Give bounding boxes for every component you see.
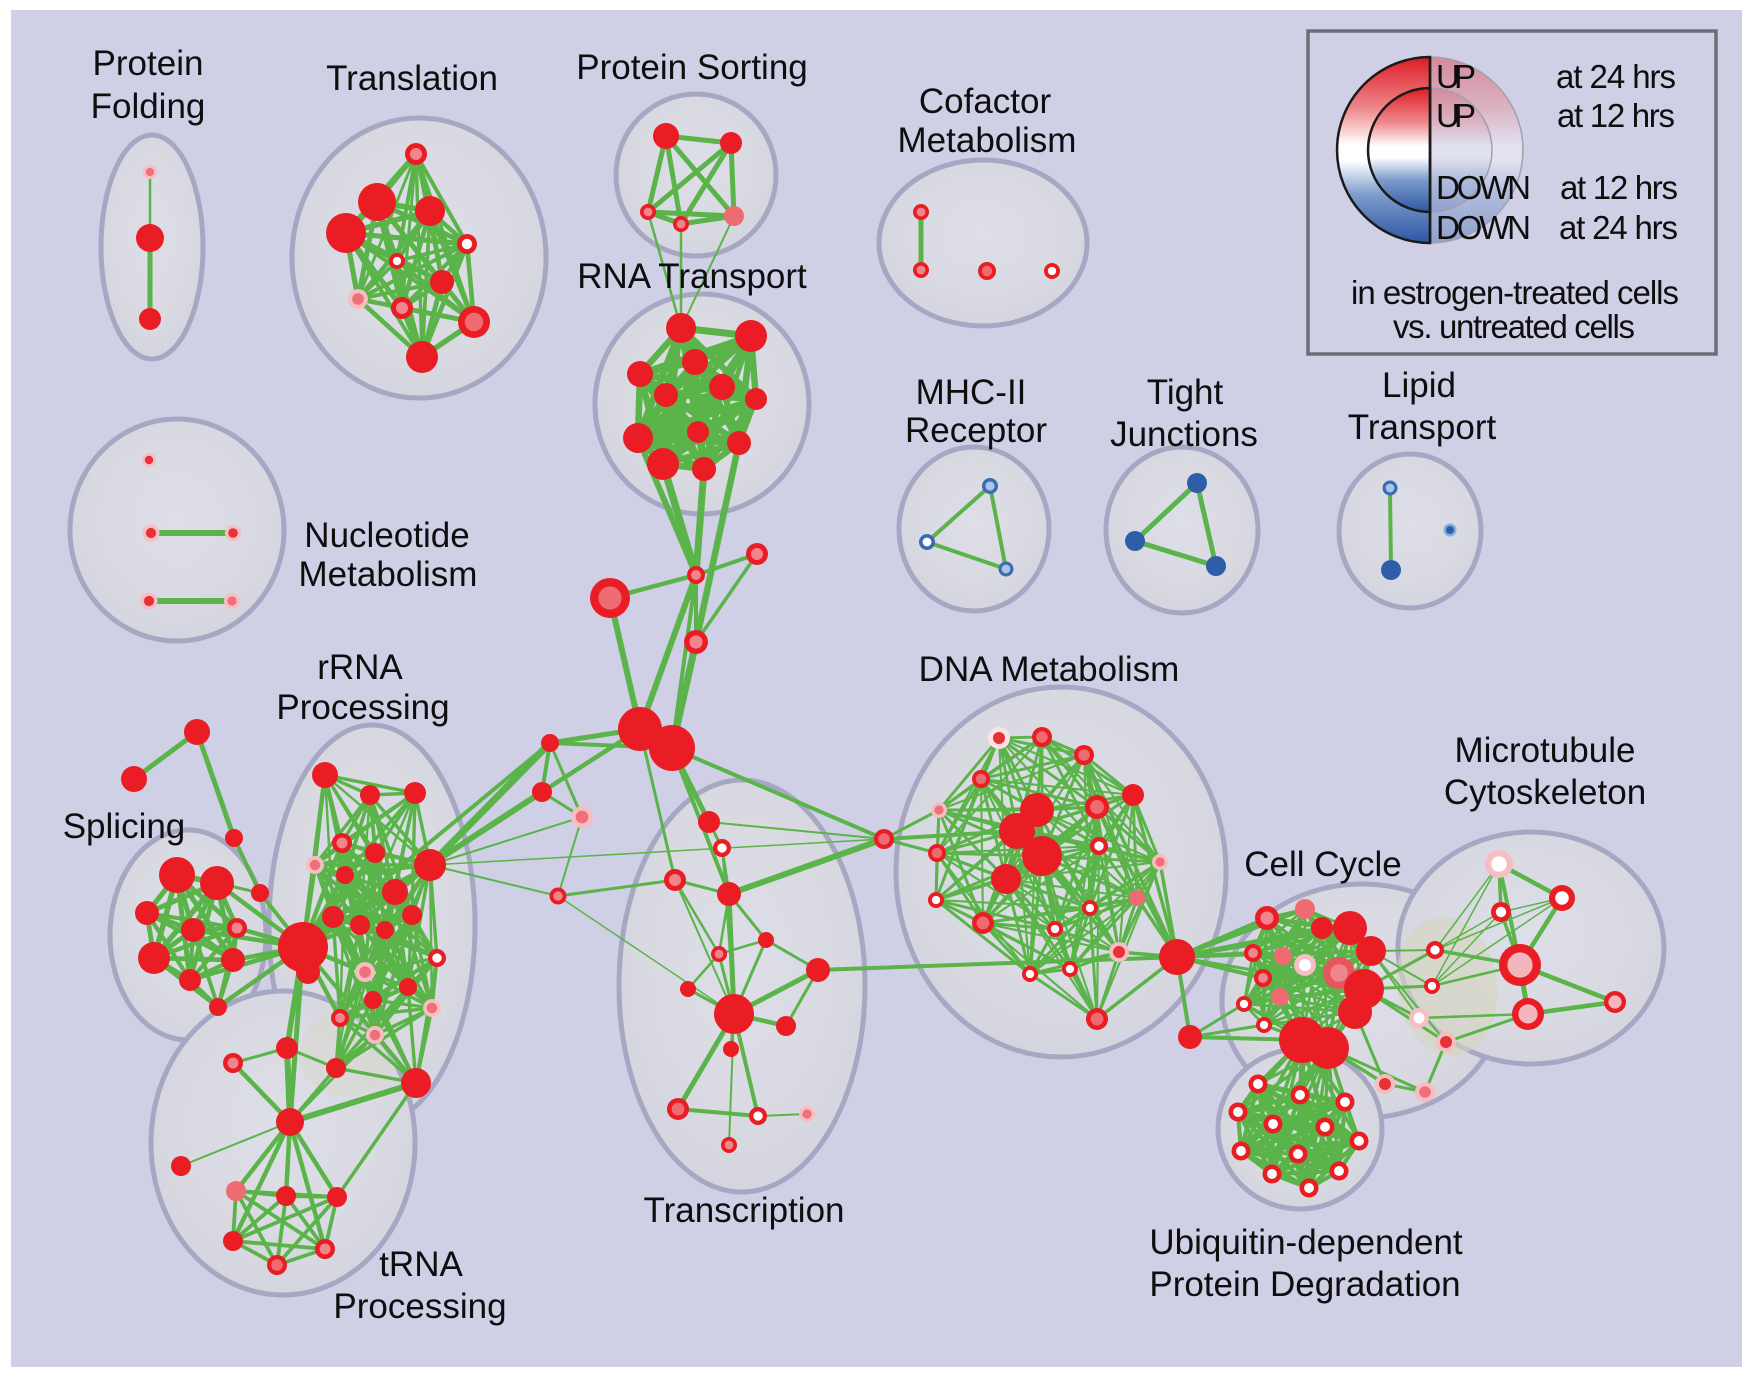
- svg-text:DOWN: DOWN: [1436, 169, 1531, 206]
- svg-text:vs. untreated cells: vs. untreated cells: [1393, 308, 1635, 345]
- svg-text:MHC-II: MHC-II: [916, 373, 1027, 412]
- svg-text:Translation: Translation: [326, 59, 498, 98]
- svg-text:Metabolism: Metabolism: [898, 121, 1077, 160]
- svg-text:Lipid: Lipid: [1382, 366, 1456, 405]
- svg-text:RNA Transport: RNA Transport: [577, 257, 807, 296]
- svg-text:Splicing: Splicing: [63, 807, 186, 846]
- svg-text:at 12 hrs: at 12 hrs: [1560, 169, 1678, 206]
- svg-text:Ubiquitin-dependent: Ubiquitin-dependent: [1149, 1223, 1463, 1262]
- svg-text:tRNA: tRNA: [379, 1245, 463, 1284]
- svg-text:Protein Degradation: Protein Degradation: [1149, 1265, 1460, 1304]
- svg-text:Transcription: Transcription: [644, 1191, 845, 1230]
- svg-text:Cell Cycle: Cell Cycle: [1244, 845, 1402, 884]
- svg-text:UP: UP: [1436, 58, 1476, 95]
- svg-text:Protein Sorting: Protein Sorting: [576, 48, 808, 87]
- svg-text:at 24 hrs: at 24 hrs: [1559, 209, 1678, 246]
- svg-text:Metabolism: Metabolism: [299, 555, 478, 594]
- svg-text:Microtubule: Microtubule: [1455, 731, 1636, 770]
- svg-text:Processing: Processing: [276, 688, 449, 727]
- svg-text:Cofactor: Cofactor: [919, 82, 1052, 121]
- svg-text:Protein: Protein: [93, 44, 204, 83]
- svg-text:Nucleotide: Nucleotide: [304, 516, 469, 555]
- svg-text:Folding: Folding: [91, 87, 206, 126]
- svg-text:Tight: Tight: [1147, 373, 1224, 412]
- svg-text:Processing: Processing: [333, 1287, 506, 1326]
- svg-text:in estrogen-treated cells: in estrogen-treated cells: [1351, 274, 1679, 311]
- svg-text:DNA Metabolism: DNA Metabolism: [919, 650, 1180, 689]
- svg-text:Junctions: Junctions: [1110, 415, 1258, 454]
- svg-text:DOWN: DOWN: [1436, 209, 1531, 246]
- svg-text:Cytoskeleton: Cytoskeleton: [1444, 773, 1646, 812]
- svg-text:at 24 hrs: at 24 hrs: [1556, 58, 1676, 95]
- svg-text:rRNA: rRNA: [317, 648, 403, 687]
- svg-text:Receptor: Receptor: [905, 411, 1047, 450]
- svg-text:UP: UP: [1436, 97, 1476, 134]
- svg-text:at 12 hrs: at 12 hrs: [1557, 97, 1675, 134]
- svg-text:Transport: Transport: [1348, 408, 1497, 447]
